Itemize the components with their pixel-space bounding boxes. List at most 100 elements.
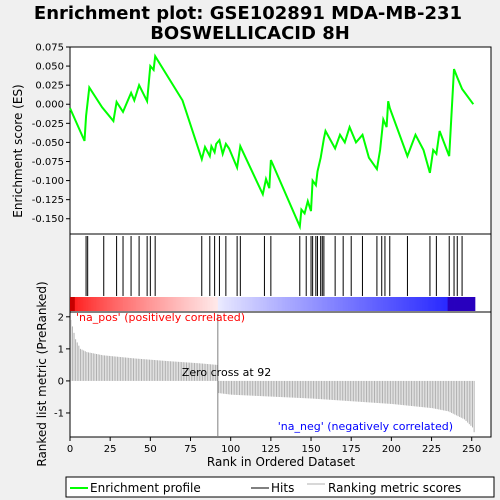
heatbar-cell (409, 297, 412, 311)
es-y-tick-label: 0.050 (35, 62, 64, 73)
heatbar-cell (70, 297, 73, 311)
heatbar-cell (294, 297, 297, 311)
heatbar-cell (204, 297, 207, 311)
heatbar-cell (269, 297, 272, 311)
heatbar-cell (82, 297, 85, 311)
heatbar-cell (320, 297, 323, 311)
heatbar-cell (299, 297, 302, 311)
heatbar-cell (375, 297, 378, 311)
heatbar-cell (357, 297, 360, 311)
heatbar-cell (301, 297, 304, 311)
heatbar-cell (397, 297, 400, 311)
heatbar-cell (214, 297, 217, 311)
na-pos-label: 'na_pos' (positively correlated) (76, 311, 245, 324)
heatbar-cell (336, 297, 339, 311)
heatbar-cell (168, 297, 171, 311)
heatbar-cell (203, 297, 206, 311)
heatbar-cell (200, 297, 203, 311)
es-panel-frame (69, 46, 492, 235)
heatbar-cell (264, 297, 267, 311)
heatbar-cell (74, 297, 77, 311)
heatbar-cell (90, 297, 93, 311)
heatbar-cell (307, 297, 310, 311)
heatbar-cell (245, 297, 248, 311)
heatbar-cell (311, 297, 314, 311)
heatbar-cell (121, 297, 124, 311)
heatbar-cell (233, 297, 236, 311)
heatbar-cell (274, 297, 277, 311)
legend-box (65, 476, 495, 498)
heatbar-cell (241, 297, 244, 311)
heatbar-cell (156, 297, 159, 311)
heatbar-cell (111, 297, 114, 311)
heatbar-cell (465, 297, 468, 311)
heatbar-cell (208, 297, 211, 311)
heatbar-cell (184, 297, 187, 311)
enrichment-profile-line (69, 53, 475, 231)
heatbar-cell (446, 297, 449, 311)
heatbar-cell (256, 297, 259, 311)
heatbar-cell (102, 297, 105, 311)
heatbar-cell (172, 297, 175, 311)
heatbar-cell (331, 297, 334, 311)
heatbar-cell (439, 297, 442, 311)
heatbar-cell (211, 297, 214, 311)
x-tick-label: 175 (342, 444, 361, 455)
heatbar-cell (251, 297, 254, 311)
heatbar-cell (182, 297, 185, 311)
heatbar-cell (296, 297, 299, 311)
heatbar-cell (221, 297, 224, 311)
heatbar-cell (126, 297, 129, 311)
heatbar-cell (124, 297, 127, 311)
heatbar-cell (328, 297, 331, 311)
metric-y-axis-label: Ranked list metric (PreRanked) (35, 281, 49, 466)
heatbar-cell (384, 297, 387, 311)
x-tick-label: 225 (422, 444, 441, 455)
heatbar-cell (322, 297, 325, 311)
heatbar-cell (392, 297, 395, 311)
heatbar-cell (388, 297, 391, 311)
heatbar-cell (412, 297, 415, 311)
heatbar-cell (116, 297, 119, 311)
heatbar-cell (351, 297, 354, 311)
heatbar-cell (418, 297, 421, 311)
heatbar-cell (470, 297, 473, 311)
heatbar-cell (261, 297, 264, 311)
heatbar-cell (433, 297, 436, 311)
es-y-axis-label: Enrichment score (ES) (11, 84, 25, 217)
heatbar-cell (135, 297, 138, 311)
heatbar-cell (365, 297, 368, 311)
heatbar-cell (237, 297, 240, 311)
heatbar-cell (317, 297, 320, 311)
heatbar-cell (325, 297, 328, 311)
heatbar-cell (249, 297, 252, 311)
metric-x-axis: 0 25 50 75 100 125 150 175 200 225 250 (67, 437, 481, 455)
es-y-tick-label: 0.075 (35, 43, 64, 54)
heatbar-cell (452, 297, 455, 311)
heatbar-cell (302, 297, 306, 311)
x-tick-label: 25 (104, 444, 117, 455)
heatbar-cell (235, 297, 238, 311)
metric-y-axis: 2 1 0 -1 (54, 312, 70, 419)
heatbar-cell (103, 297, 106, 311)
heatbar-cell (227, 297, 230, 311)
metric-x-axis-label: Rank in Ordered Dataset (207, 455, 355, 469)
x-tick-label: 100 (221, 444, 240, 455)
heatbar-cell (222, 297, 225, 311)
heatbar-cell (386, 297, 389, 311)
x-tick-label: 125 (261, 444, 280, 455)
heatbar-cell (185, 297, 188, 311)
heatbar-cell (177, 297, 180, 311)
heatbar-cell (238, 297, 241, 311)
heatbar-cell (344, 297, 347, 311)
heatbar-cell (142, 297, 145, 311)
heatbar-cell (171, 297, 174, 311)
legend: Enrichment profile Hits Ranking metric s… (65, 476, 495, 498)
heatbar-cell (84, 297, 87, 311)
heatbar-cell (187, 297, 190, 311)
heatbar-cell (195, 297, 198, 311)
heatbar-cell (106, 297, 109, 311)
heatbar-cell (360, 297, 363, 311)
heatbar-cell (367, 297, 370, 311)
